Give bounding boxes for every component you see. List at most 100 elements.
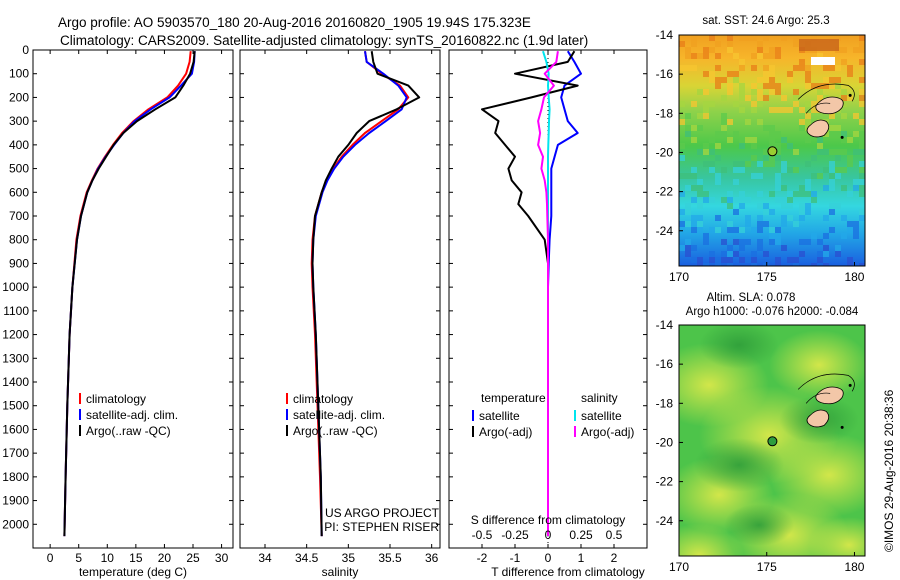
sst-pixel	[685, 239, 691, 245]
sst-pixel	[739, 143, 745, 149]
sst-pixel	[787, 197, 793, 203]
sst-pixel	[697, 203, 703, 209]
sst-pixel	[769, 53, 775, 59]
sst-pixel	[817, 53, 823, 59]
sst-pixel	[757, 203, 763, 209]
sst-pixel	[829, 113, 835, 119]
sst-pixel	[841, 137, 847, 143]
sst-pixel	[859, 185, 865, 191]
y-tick-label: -22	[656, 185, 674, 199]
x-tick-label: 2	[611, 551, 618, 565]
y-tick-label: -22	[656, 475, 674, 489]
sst-pixel	[787, 107, 793, 113]
y-tick-label: -14	[656, 28, 674, 42]
sst-pixel	[691, 53, 697, 59]
y-tick-label: 1500	[2, 399, 29, 413]
sst-pixel	[727, 47, 733, 53]
sst-pixel	[775, 257, 781, 263]
sst-pixel	[739, 239, 745, 245]
sst-pixel	[715, 65, 721, 71]
sst-pixel	[679, 173, 685, 179]
sst-pixel	[745, 95, 751, 101]
sst-pixel	[763, 71, 769, 77]
sst-pixel	[775, 155, 781, 161]
sst-pixel	[841, 215, 847, 221]
sst-pixel	[763, 209, 769, 215]
top-tick-label: 0.25	[569, 528, 593, 542]
sst-pixel	[841, 233, 847, 239]
sla-low	[699, 325, 779, 369]
island-vanua-levu	[815, 96, 844, 115]
sst-pixel	[829, 161, 835, 167]
sst-pixel	[847, 257, 853, 263]
y-tick-label: 2000	[2, 517, 29, 531]
sst-pixel	[781, 137, 787, 143]
x-tick-label: 35	[342, 551, 356, 565]
legend-heading: salinity	[581, 391, 618, 405]
sst-pixel	[823, 215, 829, 221]
sst-pixel	[679, 155, 685, 161]
sst-pixel	[781, 167, 787, 173]
sst-pixel	[757, 245, 763, 251]
legend-label: climatology	[86, 392, 146, 406]
x-tick-label: -2	[477, 551, 488, 565]
sst-pixel	[703, 101, 709, 107]
sst-pixel	[739, 137, 745, 143]
sst-pixel	[835, 251, 841, 257]
sst-pixel	[859, 215, 865, 221]
sst-pixel	[763, 221, 769, 227]
sst-pixel	[829, 35, 835, 41]
legend-label: satellite-adj. clim.	[86, 408, 178, 422]
sst-pixel	[769, 233, 775, 239]
sst-pixel	[685, 185, 691, 191]
x-axis-label: temperature (deg C)	[79, 565, 187, 579]
sst-pixel	[727, 251, 733, 257]
sst-pixel	[733, 209, 739, 215]
sst-pixel	[691, 41, 697, 47]
sst-pixel	[859, 263, 865, 266]
sst-pixel	[751, 83, 757, 89]
sst-pixel	[721, 125, 727, 131]
sst-pixel	[769, 143, 775, 149]
sst-pixel	[805, 179, 811, 185]
sst-pixel	[685, 209, 691, 215]
sst-pixel	[739, 95, 745, 101]
top-axis-label: S difference from climatology	[471, 513, 626, 527]
island-vanua-levu	[815, 386, 844, 405]
sst-pixel	[709, 227, 715, 233]
sst-pixel	[691, 173, 697, 179]
sst-warm-patch	[799, 39, 839, 51]
y-tick-label: 0	[22, 43, 29, 57]
sst-pixel	[733, 197, 739, 203]
credit-text: ©IMOS 29-Aug-2016 20:38:36	[882, 389, 896, 552]
top-tick-label: -0.5	[472, 528, 493, 542]
sst-pixel	[703, 263, 709, 266]
sst-pixel	[769, 125, 775, 131]
sst-pixel	[859, 173, 865, 179]
sst-pixel	[799, 185, 805, 191]
sst-pixel	[841, 101, 847, 107]
sst-pixel	[679, 191, 685, 197]
x-tick-label: 25	[186, 551, 200, 565]
sst-pixel	[775, 227, 781, 233]
sst-pixel	[703, 71, 709, 77]
sst-pixel	[703, 53, 709, 59]
sst-pixel	[823, 251, 829, 257]
x-tick-label: 35.5	[378, 551, 402, 565]
header-line-1: Argo profile: AO 5903570_180 20-Aug-2016…	[58, 15, 531, 30]
sst-pixel	[769, 161, 775, 167]
sst-pixel	[691, 221, 697, 227]
sst-pixel	[805, 161, 811, 167]
y-tick-label: 800	[9, 233, 29, 247]
sst-pixel	[787, 203, 793, 209]
sst-pixel	[835, 155, 841, 161]
sst-pixel	[709, 149, 715, 155]
sst-pixel	[721, 113, 727, 119]
sst-pixel	[727, 35, 733, 41]
sst-pixel	[817, 143, 823, 149]
sst-pixel	[775, 179, 781, 185]
sst-pixel	[697, 53, 703, 59]
panel-frame	[239, 49, 441, 549]
x-tick-label: 1	[578, 551, 585, 565]
sst-pixel	[715, 227, 721, 233]
